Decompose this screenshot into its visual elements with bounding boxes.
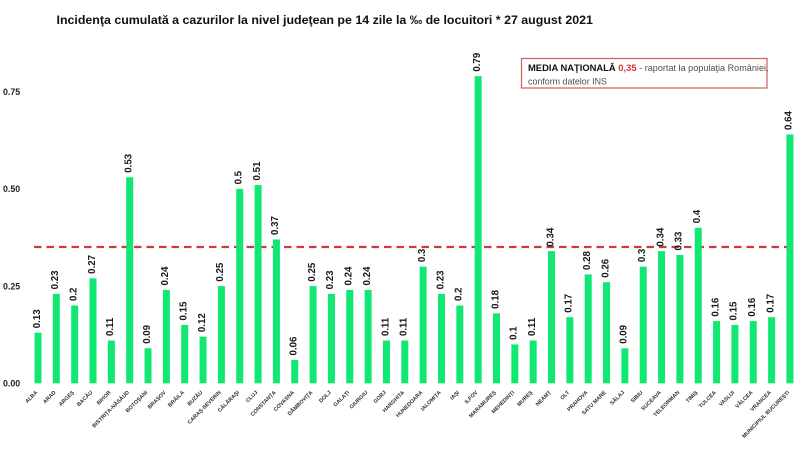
svg-text:Incidenţa cumulată a cazurilor: Incidenţa cumulată a cazurilor la nivel … xyxy=(57,13,594,27)
svg-text:0.12: 0.12 xyxy=(197,313,208,332)
svg-text:0.11: 0.11 xyxy=(380,317,391,336)
svg-text:0.3: 0.3 xyxy=(637,248,648,262)
svg-text:0.51: 0.51 xyxy=(252,161,263,180)
svg-text:0.09: 0.09 xyxy=(142,324,153,343)
svg-text:0.50: 0.50 xyxy=(3,184,20,194)
svg-text:0.2: 0.2 xyxy=(454,288,465,301)
svg-text:0.23: 0.23 xyxy=(435,270,446,289)
svg-text:0.28: 0.28 xyxy=(582,250,593,269)
svg-text:0.17: 0.17 xyxy=(564,294,575,313)
svg-text:0.37: 0.37 xyxy=(270,216,281,235)
svg-text:0.1: 0.1 xyxy=(509,326,520,340)
svg-text:0.3: 0.3 xyxy=(417,248,428,262)
svg-text:0.24: 0.24 xyxy=(160,266,171,285)
svg-text:0.15: 0.15 xyxy=(179,301,190,320)
svg-text:0.33: 0.33 xyxy=(674,231,685,250)
svg-text:0.25: 0.25 xyxy=(3,281,20,291)
svg-text:0.34: 0.34 xyxy=(545,227,556,246)
svg-text:0.24: 0.24 xyxy=(344,266,355,285)
svg-text:0.11: 0.11 xyxy=(399,317,410,336)
svg-text:0.53: 0.53 xyxy=(124,153,135,172)
svg-text:0.75: 0.75 xyxy=(3,87,20,97)
svg-text:0.15: 0.15 xyxy=(729,301,740,320)
svg-text:0.25: 0.25 xyxy=(215,262,226,281)
svg-text:0.23: 0.23 xyxy=(325,270,336,289)
svg-text:0.64: 0.64 xyxy=(784,111,795,130)
svg-text:0.16: 0.16 xyxy=(747,297,758,316)
svg-text:0.11: 0.11 xyxy=(105,317,116,336)
svg-text:0.25: 0.25 xyxy=(307,262,318,281)
svg-text:0.2: 0.2 xyxy=(68,288,79,301)
svg-text:0.00: 0.00 xyxy=(3,379,20,389)
svg-text:0.24: 0.24 xyxy=(362,266,373,285)
svg-text:0.16: 0.16 xyxy=(710,297,721,316)
svg-text:0.23: 0.23 xyxy=(50,270,61,289)
svg-text:0.18: 0.18 xyxy=(490,289,501,308)
svg-text:0.09: 0.09 xyxy=(619,324,630,343)
svg-text:0.13: 0.13 xyxy=(32,309,43,328)
svg-text:0.11: 0.11 xyxy=(527,317,538,336)
svg-text:0.26: 0.26 xyxy=(600,258,611,277)
svg-text:0.27: 0.27 xyxy=(87,255,98,274)
svg-text:conform datelor INS: conform datelor INS xyxy=(528,76,607,86)
svg-text:MEDIA NAŢIONALĂ 0,35 - raporta: MEDIA NAŢIONALĂ 0,35 - raportat la popul… xyxy=(528,62,769,73)
svg-text:0.4: 0.4 xyxy=(692,209,703,223)
svg-text:0.79: 0.79 xyxy=(472,52,483,71)
svg-text:0.34: 0.34 xyxy=(655,227,666,246)
svg-text:0.5: 0.5 xyxy=(234,170,245,184)
svg-text:0.17: 0.17 xyxy=(765,294,776,313)
svg-text:0.06: 0.06 xyxy=(289,336,300,355)
